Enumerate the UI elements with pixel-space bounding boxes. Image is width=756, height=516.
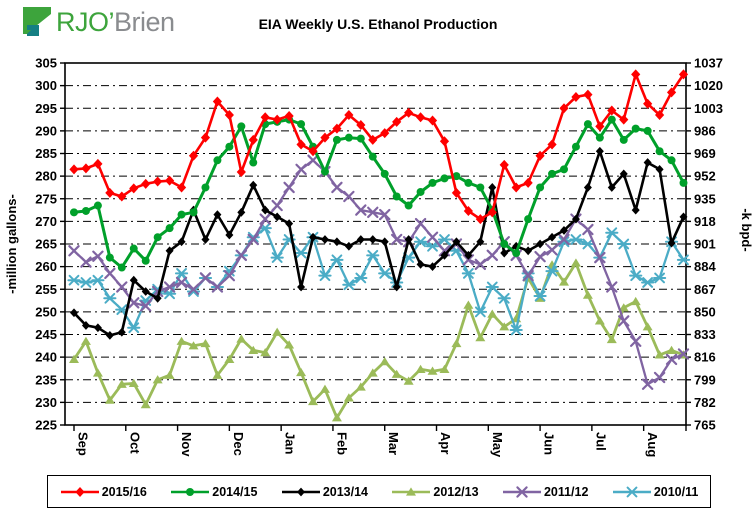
x-axis-tick-label: Nov	[179, 432, 194, 457]
right-axis-tick-label: 782	[694, 395, 716, 410]
left-axis-tick-label: 230	[35, 395, 57, 410]
left-axis-tick-label: 265	[35, 237, 57, 252]
legend-item-2014-15: 2014/15	[170, 485, 257, 499]
legend-sample	[281, 487, 320, 496]
x-axis-tick-label: Jul	[593, 432, 608, 451]
left-axis-tick-label: 250	[35, 304, 57, 319]
legend-label: 2014/15	[212, 484, 258, 499]
right-axis-tick-label: 850	[694, 304, 716, 319]
series-line	[72, 73, 685, 221]
left-axis-tick-label: 270	[35, 214, 57, 229]
legend-sample	[171, 487, 210, 496]
x-axis-tick-label: Apr	[438, 432, 453, 454]
right-axis-tick-label: 1037	[694, 56, 723, 71]
logo-text-secondary: Brien	[114, 6, 175, 37]
x-axis-tick-label: Jun	[542, 432, 557, 455]
series-line	[72, 149, 685, 337]
right-axis-tick-label: 884	[694, 259, 716, 274]
series-line	[72, 118, 685, 269]
legend-sample	[612, 486, 651, 497]
legend-label: 2015/16	[101, 484, 147, 499]
right-axis-tick-label: 816	[694, 350, 716, 365]
right-axis-tick-label: 1020	[694, 78, 723, 93]
right-axis-tick-label: 969	[694, 146, 716, 161]
logo-text: RJO’Brien	[56, 7, 175, 38]
x-axis-tick-label: Aug	[645, 432, 660, 457]
legend-item-2012-13: 2012/13	[391, 484, 479, 499]
left-axis-tick-label: 275	[35, 191, 57, 206]
left-axis-tick-label: 225	[35, 418, 57, 433]
legend-sample	[60, 486, 99, 497]
right-axis-tick-label: 799	[694, 372, 716, 387]
legend-item-2013-14: 2013/14	[281, 485, 368, 499]
left-axis-tick-label: 245	[35, 327, 57, 342]
left-axis-tick-label: 290	[35, 123, 57, 138]
left-axis-tick-label: 235	[35, 372, 57, 387]
legend-item-2015-16: 2015/16	[60, 485, 147, 499]
right-axis-tick-label: 901	[694, 237, 716, 252]
series-2013-14	[70, 146, 688, 340]
right-axis-tick-label: 952	[694, 169, 716, 184]
right-axis-tick-label: 1003	[694, 101, 723, 116]
x-axis-tick-label: Jan	[283, 432, 298, 454]
chart-legend: 2015/16 2014/15 2013/14 2012/13 2011/12 2010/…	[47, 475, 711, 508]
legend-label: 2010/11	[653, 484, 699, 499]
right-axis-tick-label: 833	[694, 327, 716, 342]
legend-label: 2011/12	[543, 484, 589, 499]
series-2011-12	[68, 154, 690, 390]
logo-text-primary: RJO’	[56, 6, 115, 37]
right-axis-title: -k bpd-	[739, 208, 754, 251]
x-axis-tick-label: Oct	[127, 432, 142, 454]
right-axis-tick-label: 918	[694, 214, 716, 229]
right-axis-tick-label: 986	[694, 123, 716, 138]
right-axis-tick-label: 935	[694, 191, 716, 206]
right-axis-tick-label: 765	[694, 418, 716, 433]
left-axis-tick-label: 240	[35, 350, 57, 365]
rjobrien-logo: RJO’Brien	[22, 6, 175, 38]
legend-item-2010-11: 2010/11	[612, 484, 699, 499]
left-axis-title: -million gallons-	[4, 194, 19, 294]
x-axis-tick-label: Sep	[76, 432, 91, 456]
left-axis-tick-label: 295	[35, 101, 57, 116]
x-axis-tick-label: Feb	[334, 432, 349, 455]
rjobrien-logo-icon	[23, 7, 51, 36]
x-axis-tick-label: May	[490, 432, 505, 458]
left-axis-tick-label: 280	[35, 169, 57, 184]
left-axis-tick-label: 260	[35, 259, 57, 274]
left-axis-tick-label: 305	[35, 56, 57, 71]
left-axis-tick-label: 300	[35, 78, 57, 93]
legend-sample	[392, 486, 431, 496]
legend-item-2011-12: 2011/12	[502, 484, 589, 499]
series-line	[72, 159, 685, 386]
x-axis-tick-label: Dec	[231, 432, 246, 456]
legend-label: 2012/13	[433, 484, 479, 499]
series-line	[72, 261, 685, 420]
left-axis-tick-label: 255	[35, 282, 57, 297]
series-2012-13	[69, 258, 689, 422]
legend-sample	[502, 485, 541, 498]
chart-title: EIA Weekly U.S. Ethanol Production	[258, 16, 498, 32]
x-axis-tick-label: Mar	[386, 432, 401, 455]
right-axis-tick-label: 867	[694, 282, 716, 297]
series-2015-16	[69, 69, 689, 225]
left-axis-tick-label: 285	[35, 146, 57, 161]
legend-label: 2013/14	[322, 484, 368, 499]
